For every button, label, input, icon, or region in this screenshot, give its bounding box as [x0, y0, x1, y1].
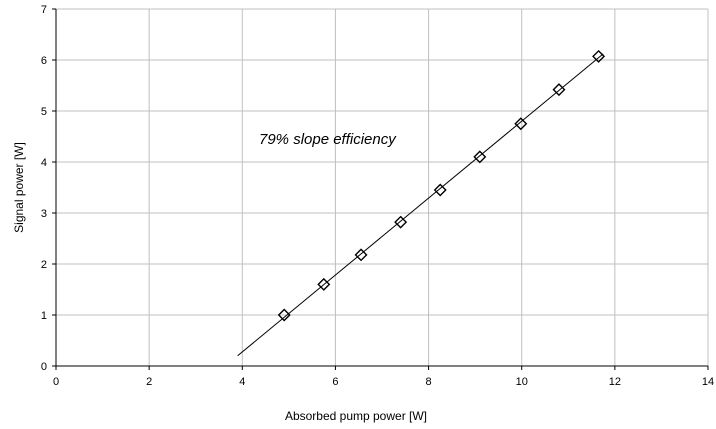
data-point — [433, 183, 447, 197]
fit-line — [237, 53, 604, 357]
y-tick-label: 2 — [41, 259, 47, 271]
x-tick-label: 2 — [146, 376, 152, 388]
y-tick-label: 4 — [41, 157, 47, 169]
slope-efficiency-annotation: 79% slope efficiency — [259, 131, 397, 148]
y-tick-labels: 0 1 2 3 4 5 6 7 — [41, 4, 47, 373]
y-tick-label: 6 — [41, 55, 47, 67]
x-tick-label: 6 — [332, 376, 338, 388]
x-tick-labels: 0 2 4 6 8 10 12 14 — [53, 376, 714, 388]
axes — [52, 8, 709, 370]
data-point — [354, 248, 368, 262]
data-points — [277, 49, 606, 322]
data-point — [277, 308, 291, 322]
y-tick-label: 0 — [41, 361, 47, 373]
fit-line-group — [237, 53, 604, 357]
y-tick-label: 5 — [41, 106, 47, 118]
x-tick-label: 8 — [426, 376, 432, 388]
data-point — [317, 277, 331, 291]
x-axis-title: Absorbed pump power [W] — [285, 409, 427, 423]
y-tick-label: 3 — [41, 208, 47, 220]
data-point — [552, 83, 566, 97]
x-tick-label: 0 — [53, 376, 59, 388]
data-point — [514, 117, 528, 131]
x-tick-label: 14 — [702, 376, 714, 388]
x-tick-label: 4 — [239, 376, 245, 388]
gridlines — [56, 8, 709, 366]
y-axis-title: Signal power [W] — [12, 142, 26, 233]
y-tick-label: 7 — [41, 4, 47, 16]
data-point — [394, 215, 408, 229]
x-tick-label: 12 — [609, 376, 621, 388]
y-tick-label: 1 — [41, 310, 47, 322]
x-tick-label: 10 — [516, 376, 528, 388]
data-point — [592, 49, 606, 63]
data-point — [473, 150, 487, 164]
